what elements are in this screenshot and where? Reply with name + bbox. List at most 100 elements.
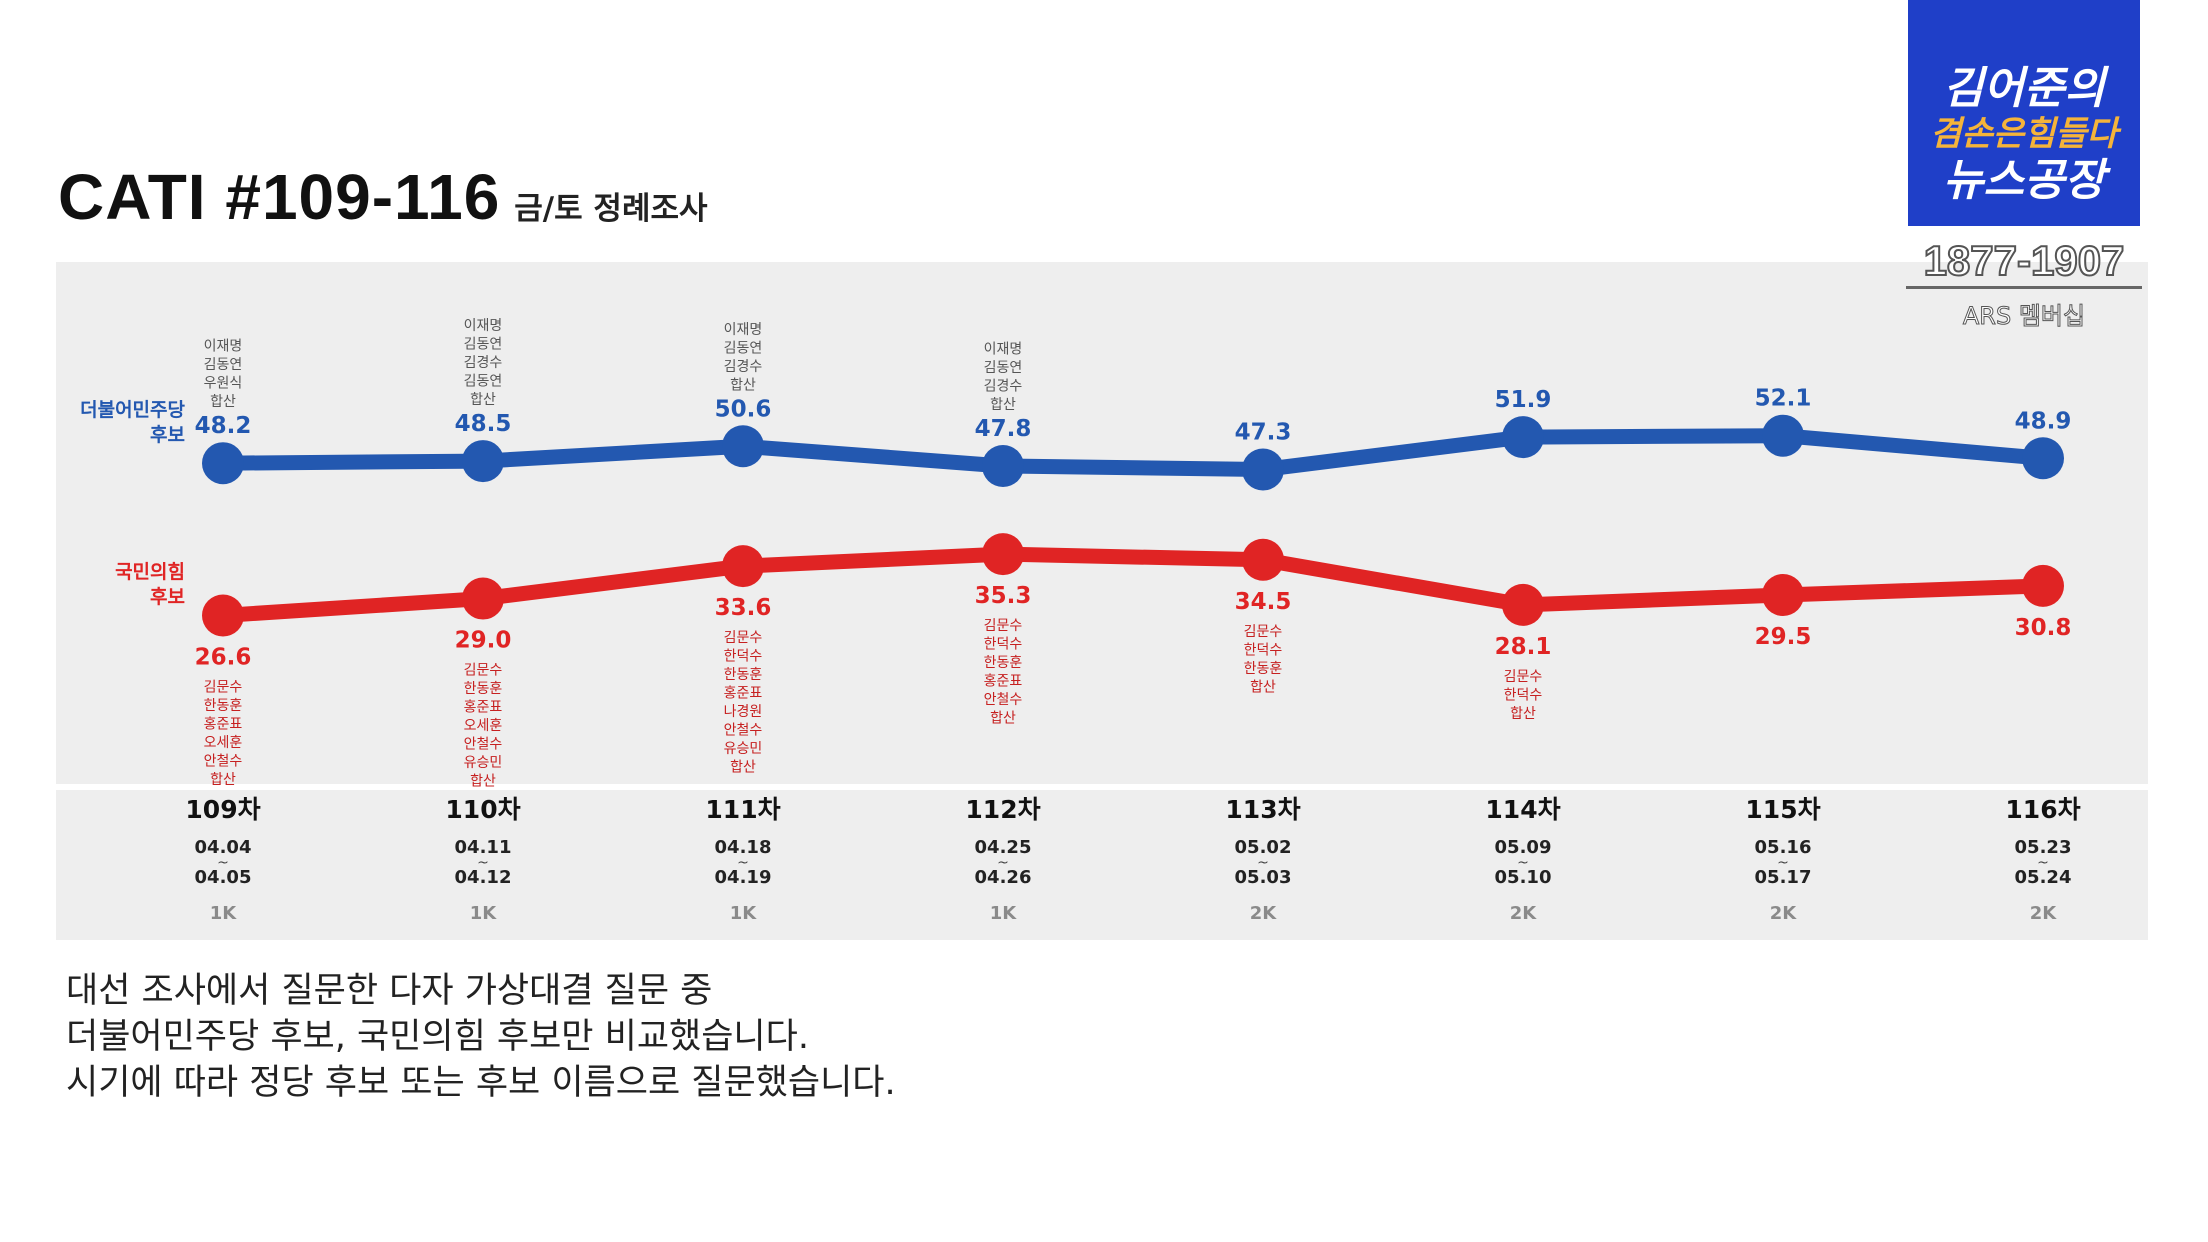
title-main: CATI #109-116 [58,161,501,233]
date-tilde: ~ [737,855,749,871]
candidate-note: 합산 [1510,706,1536,722]
logo-text-line: 뉴스공장 [1943,155,2105,206]
candidate-note: 한동훈 [204,698,243,714]
data-point [1762,574,1804,617]
data-label: 26.6 [195,644,252,670]
candidate-note: 한덕수 [1504,687,1543,703]
date-tilde: ~ [217,855,229,871]
candidate-note: 홍준표 [464,700,503,716]
date-start: 04.11 [455,837,512,858]
candidate-note: 합산 [210,394,236,410]
candidate-note: 홍준표 [204,716,243,732]
data-label: 51.9 [1495,387,1552,413]
candidate-note: 홍준표 [724,686,763,702]
candidate-note: 합산 [210,772,236,788]
data-label: 47.3 [1235,420,1292,446]
date-start: 04.18 [715,837,772,858]
data-point [722,545,764,588]
date-tilde: ~ [1517,855,1529,871]
date-end: 04.05 [195,867,252,888]
candidate-note: 합산 [470,774,496,790]
date-start: 05.02 [1235,837,1292,858]
candidate-note: 우원식 [204,376,243,392]
series-name: 국민의힘 [115,561,185,583]
date-end: 05.10 [1495,867,1552,888]
round-label: 112차 [965,795,1040,824]
round-label: 111차 [705,795,780,824]
series-line [215,428,2051,478]
title-sub: 금/토 정례조사 [514,191,708,227]
round-label: 115차 [1745,795,1820,824]
chart-title: CATI #109-116 금/토 정례조사 [58,160,708,234]
data-point [2022,437,2064,480]
chart-panel [56,262,2148,784]
candidate-note: 안철수 [724,723,763,739]
candidate-note: 오세훈 [464,718,503,734]
candidate-note: 합산 [990,397,1016,413]
candidate-note: 김동연 [724,340,763,356]
candidate-note: 오세훈 [204,735,243,751]
data-point [982,533,1024,576]
data-label: 48.5 [455,411,512,437]
data-point [1502,416,1544,459]
candidate-note: 안철수 [984,692,1023,708]
logo-text-line: 김어준의 [1943,63,2105,114]
candidate-note: 합산 [730,760,756,776]
candidate-note: 합산 [470,392,496,408]
candidate-note: 안철수 [464,737,503,753]
candidate-note: 유승민 [724,741,763,757]
candidate-note: 김경수 [464,355,503,371]
data-label: 30.8 [2015,615,2072,641]
data-point [1242,538,1284,581]
caption: 대선 조사에서 질문한 다자 가상대결 질문 중 더불어민주당 후보, 국민의힘… [66,968,896,1106]
caption-line: 더불어민주당 후보, 국민의힘 후보만 비교했습니다. [66,1017,809,1057]
candidate-note: 한동훈 [1244,661,1283,677]
candidate-note: 김동연 [464,337,503,353]
candidate-note: 한동훈 [464,681,503,697]
phone-number: 1877-1907 [1906,236,2142,289]
caption-line: 대선 조사에서 질문한 다자 가상대결 질문 중 [66,971,713,1011]
date-tilde: ~ [1257,855,1269,871]
data-point [722,425,764,468]
data-point [202,442,244,485]
candidate-note: 합산 [730,377,756,393]
date-tilde: ~ [477,855,489,871]
series-name: 후보 [150,424,185,446]
data-point [1242,448,1284,491]
candidate-note: 한덕수 [984,637,1023,653]
data-label: 48.9 [2015,408,2072,434]
data-point [462,440,504,483]
data-label: 29.0 [455,628,512,654]
candidate-note: 유승민 [464,755,503,771]
date-end: 05.03 [1235,867,1292,888]
candidate-note: 김경수 [984,379,1023,395]
date-end: 04.12 [455,867,512,888]
candidate-note: 이재명 [204,339,243,355]
date-end: 05.17 [1755,867,1812,888]
series-line [215,546,2051,623]
sample-size: 1K [210,903,238,924]
candidate-note: 김문수 [204,679,243,695]
date-tilde: ~ [997,855,1009,871]
sample-size: 2K [1770,903,1798,924]
data-point [1502,583,1544,626]
ars-membership-label: ARS 멤버십 [1962,302,2086,331]
date-start: 05.23 [2015,837,2072,858]
date-end: 04.26 [975,867,1032,888]
sample-size: 2K [1250,903,1278,924]
candidate-note: 김동연 [464,374,503,390]
candidate-note: 이재명 [724,322,763,338]
candidate-note: 김문수 [1244,624,1283,640]
round-label: 110차 [445,795,520,824]
channel-logo: 김어준의 겸손은힘들다 뉴스공장 [1908,0,2140,226]
candidate-note: 김문수 [1504,669,1543,685]
date-start: 04.04 [195,837,252,858]
candidate-note: 합산 [990,711,1016,727]
sample-size: 2K [1510,903,1538,924]
data-point [462,577,504,620]
date-start: 05.16 [1755,837,1812,858]
candidate-note: 한동훈 [724,667,763,683]
date-tilde: ~ [1777,855,1789,871]
logo-text-line: 겸손은힘들다 [1930,114,2118,154]
sample-size: 2K [2030,903,2058,924]
